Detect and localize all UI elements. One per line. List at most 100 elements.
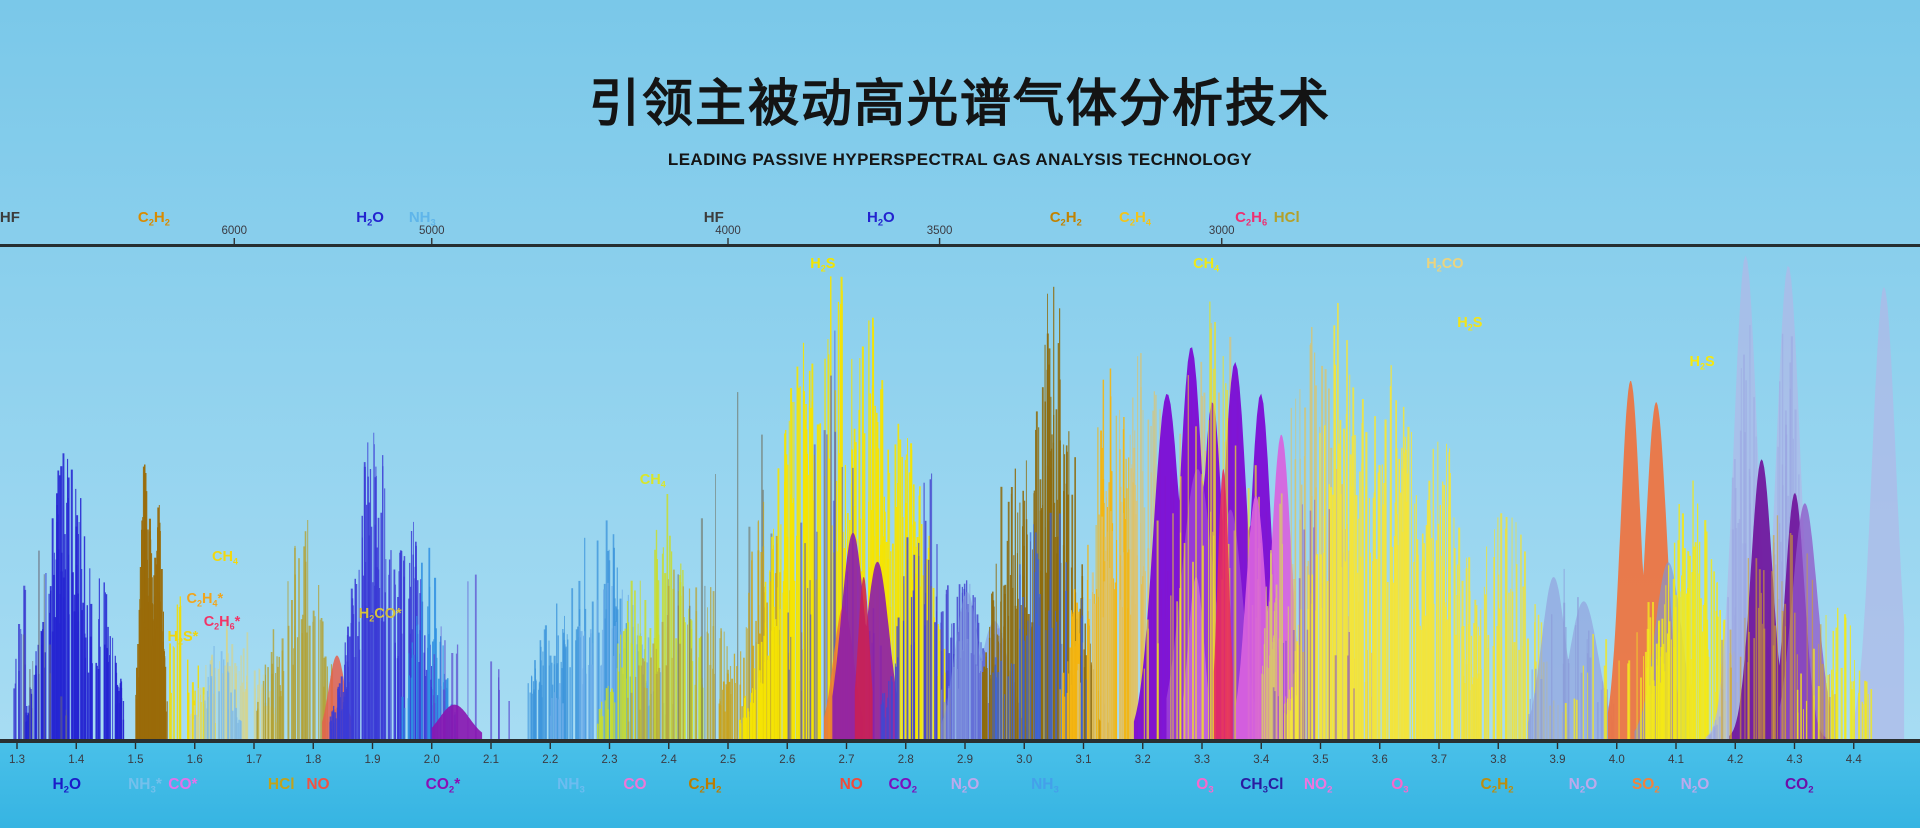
band-CO2* [432, 574, 510, 739]
gas-label-plot: CH4 [1193, 256, 1219, 274]
band-H2S [1284, 303, 1482, 739]
gas-label-bottom: NO2 [1304, 776, 1333, 796]
band-HCl [256, 520, 337, 739]
bottom-axis-tick-label: 3.1 [1076, 754, 1092, 766]
bottom-axis-tick-label: 4.2 [1727, 754, 1743, 766]
gas-label-plot: C2H4* [187, 591, 224, 609]
gas-label-plot: CH4 [640, 472, 666, 490]
gas-label-top: H2O [867, 209, 895, 228]
plot-gas-annotations: H2S CH4 H2CO H2S H2S CH4 CH4 C2H4* C2H6* H2S* H2CO… [167, 256, 1714, 647]
gas-label-bottom: CO [623, 776, 646, 793]
gas-label-plot: H2S [1457, 315, 1482, 333]
gas-label-top: C2H6 [1235, 209, 1267, 228]
bottom-axis: 1.3 1.4 1.5 1.6 1.7 1.8 1.9 2.0 2.1 2.2 2.3 2.4 2.5 2… [0, 739, 1920, 796]
gas-label-plot: C2H6* [204, 614, 241, 632]
gas-label-bottom: SO2 [1632, 776, 1660, 796]
bottom-axis-tick-label: 3.0 [1016, 754, 1032, 766]
top-axis-tick-label: 3000 [1209, 225, 1235, 237]
gas-label-top: C2H4 [1119, 209, 1152, 228]
bottom-axis-tick-label: 3.9 [1550, 754, 1566, 766]
band-CO2 [1853, 287, 1905, 739]
gas-label-bottom: CO* [168, 776, 198, 793]
band-C2H2 [135, 464, 168, 739]
bottom-axis-tick-label: 2.0 [424, 754, 440, 766]
bottom-axis-tick-label: 1.4 [68, 754, 85, 766]
top-axis: 6000 5000 4000 3500 3000 HF C2H2 H2O NH3 HF H2O C2H… [0, 209, 1920, 247]
gas-label-bottom: NH3* [128, 776, 163, 796]
page-title: 引领主被动高光谱气体分析技术 [588, 75, 1331, 132]
bottom-axis-tick-label: 1.6 [187, 754, 203, 766]
bottom-axis-tick-label: 1.7 [246, 754, 262, 766]
gas-label-bottom: N2O [1569, 776, 1598, 796]
gas-label-bottom: O3 [1391, 776, 1408, 796]
bottom-axis-tick-label: 2.8 [898, 754, 914, 766]
bottom-axis-tick-label: 2.2 [542, 754, 558, 766]
band-O3 [1272, 499, 1355, 739]
bottom-axis-tick-label: 2.7 [839, 754, 855, 766]
gas-label-top: NH3 [409, 209, 436, 228]
bottom-axis-tick-label: 4.3 [1787, 754, 1803, 766]
bottom-axis-tick-label: 3.3 [1194, 754, 1210, 766]
gas-label-top: H2O [356, 209, 384, 228]
bottom-axis-tick-label: 3.5 [1313, 754, 1329, 766]
bottom-axis-tick-label: 2.1 [483, 754, 499, 766]
gas-label-bottom: CO2 [888, 776, 917, 796]
bottom-axis-tick-label: 3.7 [1431, 754, 1447, 766]
bottom-axis-tick-label: 1.8 [305, 754, 321, 766]
gas-label-top: HF [704, 209, 724, 226]
top-axis-tick-label: 3500 [927, 225, 953, 237]
gas-label-top: C2H2 [1050, 209, 1082, 228]
gas-label-bottom: CO2* [426, 776, 462, 796]
gas-label-bottom: O3 [1196, 776, 1213, 796]
gas-label-bottom: H2O [52, 776, 81, 796]
gas-label-plot: H2S* [167, 629, 198, 647]
bottom-axis-tick-label: 3.6 [1372, 754, 1388, 766]
page-subtitle: LEADING PASSIVE HYPERSPECTRAL GAS ANALYS… [667, 150, 1253, 169]
bottom-axis-tick-label: 1.9 [365, 754, 381, 766]
gas-label-bottom: NH3 [557, 776, 585, 796]
gas-label-top: HF [0, 209, 20, 226]
bottom-axis-tick-label: 4.0 [1609, 754, 1625, 766]
bottom-axis-tick-label: 3.4 [1253, 754, 1270, 766]
band-H2O [25, 453, 125, 739]
gas-label-bottom: CO2 [1785, 776, 1814, 796]
band-C2H6 [1213, 468, 1233, 739]
bottom-axis-tick-label: 3.8 [1490, 754, 1506, 766]
gas-label-bottom: C2H2 [688, 776, 721, 796]
band-NH3* [194, 646, 242, 739]
gas-label-bottom: NH3 [1031, 776, 1059, 796]
gas-label-top: C2H2 [138, 209, 170, 228]
bottom-axis-tick-label: 2.4 [661, 754, 678, 766]
top-axis-tick-label: 6000 [221, 225, 247, 237]
gas-label-bottom: C2H2 [1481, 776, 1514, 796]
gas-label-bottom: NO [840, 776, 863, 793]
gas-label-top: HCl [1274, 209, 1300, 226]
spectral-bands [13, 255, 1905, 739]
band-HF [22, 550, 68, 739]
band-CO2* [431, 704, 483, 739]
band-C2H2 [1463, 513, 1570, 739]
bottom-axis-tick-label: 4.4 [1846, 754, 1863, 766]
gas-label-bottom: N2O [1681, 776, 1710, 796]
gas-label-plot: H2CO* [359, 606, 402, 624]
top-axis-tick-label: 4000 [715, 225, 741, 237]
gas-label-plot: H2S [810, 256, 835, 274]
gas-label-plot: CH4 [212, 549, 238, 567]
band-H2S [1796, 607, 1873, 739]
bottom-axis-tick-label: 1.3 [9, 754, 25, 766]
bottom-axis-tick-label: 4.1 [1668, 754, 1684, 766]
band-CO2 [854, 577, 873, 739]
gas-label-plot: H2S [1689, 354, 1714, 372]
bottom-axis-tick-label: 2.3 [602, 754, 618, 766]
bottom-axis-tick-label: 2.9 [957, 754, 973, 766]
gas-label-bottom: NO [306, 776, 329, 793]
gas-label-bottom: HCl [268, 776, 295, 793]
bottom-axis-tick-label: 3.2 [1135, 754, 1151, 766]
bottom-axis-tick-label: 2.5 [720, 754, 736, 766]
gas-label-bottom: CH3Cl [1240, 776, 1283, 796]
gas-label-bottom: N2O [951, 776, 980, 796]
gas-label-plot: H2CO [1426, 256, 1463, 274]
top-axis-tick-label: 5000 [419, 225, 445, 237]
